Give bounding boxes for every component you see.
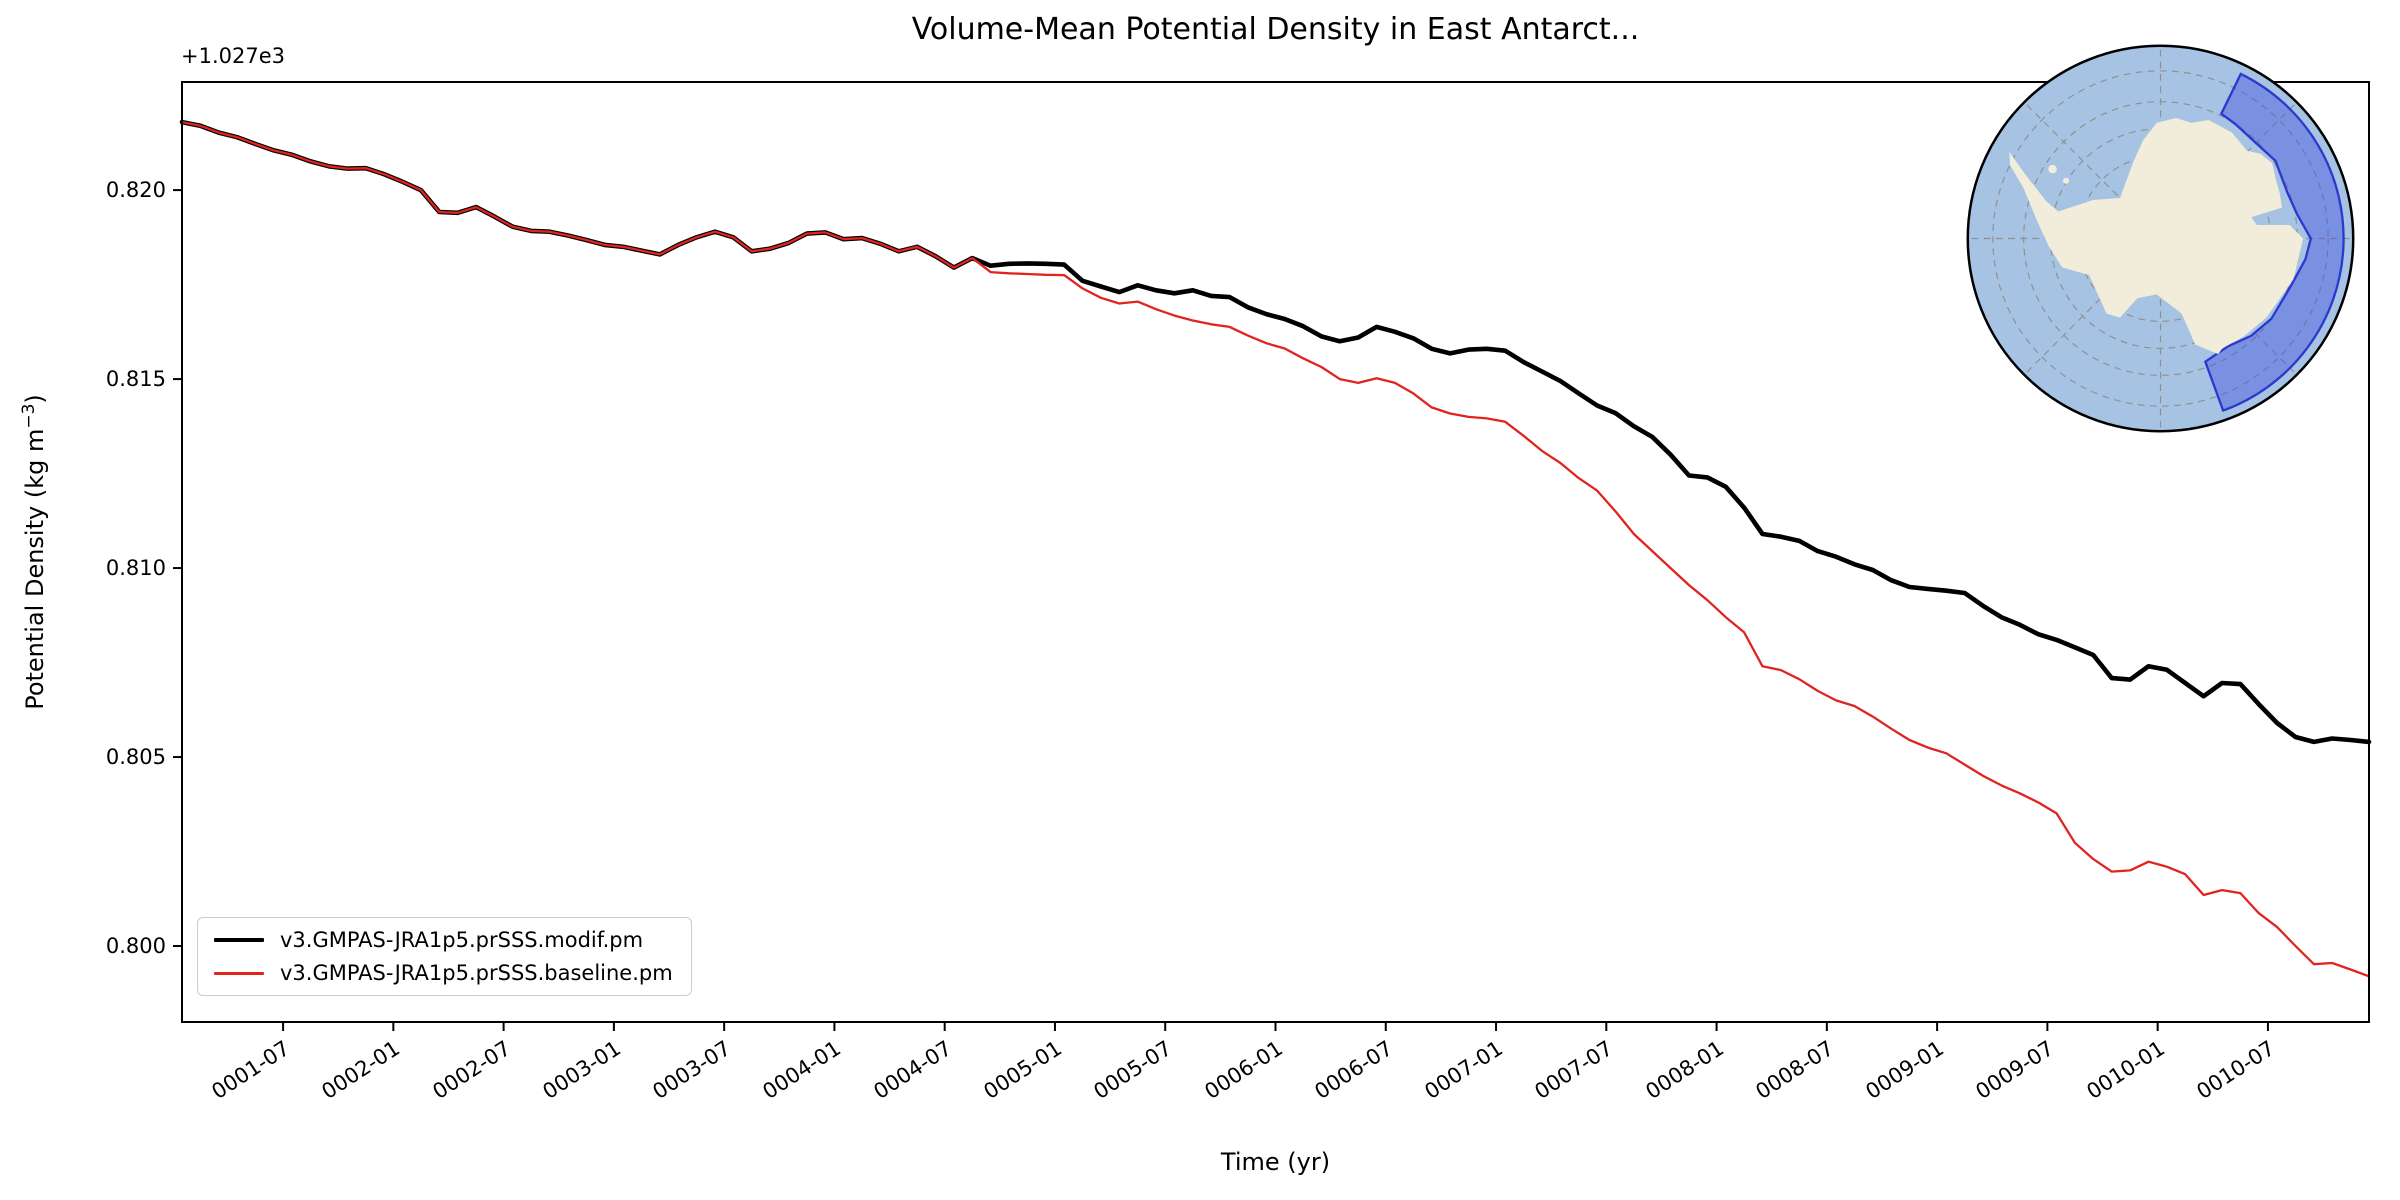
chart-title: Volume-Mean Potential Density in East An… — [911, 12, 1640, 47]
legend-entry-baseline: v3.GMPAS-JRA1p5.prSSS.baseline.pm — [214, 961, 673, 985]
legend-label: v3.GMPAS-JRA1p5.prSSS.baseline.pm — [280, 961, 673, 985]
graticule-meridian — [2023, 238, 2161, 376]
series-line-baseline — [180, 120, 2371, 978]
graticule-meridian — [2160, 238, 2298, 376]
island — [2062, 177, 2070, 184]
graticule-meridian — [2160, 101, 2298, 239]
y-axis-offset-label: +1.027e3 — [181, 44, 285, 68]
legend-box: v3.GMPAS-JRA1p5.prSSS.modif.pm v3.GMPAS-… — [197, 917, 692, 996]
y-tick-label: 0.820 — [105, 178, 166, 203]
legend-label: v3.GMPAS-JRA1p5.prSSS.modif.pm — [280, 928, 644, 952]
y-axis-label: Potential Density (kg m−3) — [19, 394, 49, 710]
antarctica-map-inset — [1966, 44, 2355, 433]
graticule-parallel — [1992, 70, 2329, 407]
graticule-meridian — [2023, 101, 2161, 239]
map-boundary-circle — [1966, 44, 2355, 433]
y-tick-label: 0.805 — [105, 745, 166, 770]
island — [2048, 164, 2057, 174]
east-antarctica-region-highlight — [2203, 72, 2345, 413]
legend-line-sample-red — [214, 971, 264, 975]
y-tick-label: 0.800 — [105, 934, 166, 959]
y-tick-label: 0.810 — [105, 556, 166, 581]
y-tick-label: 0.815 — [105, 367, 166, 392]
antarctica-landmass — [2009, 118, 2304, 355]
legend-entry-modif: v3.GMPAS-JRA1p5.prSSS.modif.pm — [214, 928, 673, 952]
x-axis-label: Time (yr) — [1220, 1148, 1331, 1176]
legend-line-sample-black — [214, 937, 264, 943]
